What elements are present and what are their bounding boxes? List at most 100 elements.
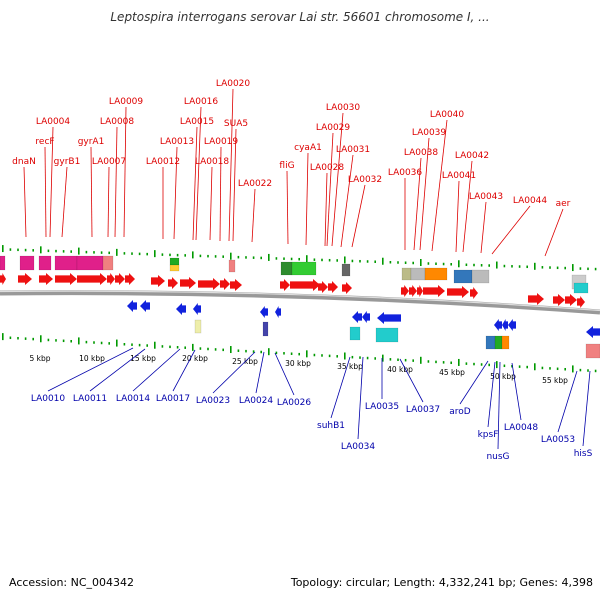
forward-gene-label[interactable]: LA0029 bbox=[316, 123, 351, 133]
forward-gene-label[interactable]: cyaA1 bbox=[294, 143, 322, 153]
reverse-gene-arrow[interactable] bbox=[502, 319, 508, 331]
forward-gene-arrow[interactable] bbox=[0, 273, 6, 285]
forward-gene-label[interactable]: recF bbox=[35, 137, 54, 147]
reverse-gene-arrow[interactable] bbox=[362, 311, 370, 323]
reverse-gene-arrow[interactable] bbox=[140, 300, 150, 312]
forward-gene-label[interactable]: LA0022 bbox=[238, 179, 272, 189]
forward-gene-arrow[interactable] bbox=[318, 281, 328, 293]
forward-gene-arrow[interactable] bbox=[77, 273, 107, 285]
forward-gene-label[interactable]: LA0043 bbox=[469, 192, 503, 202]
reverse-gene-arrow[interactable] bbox=[193, 303, 201, 315]
forward-gene-arrow[interactable] bbox=[107, 273, 115, 285]
forward-gene-arrow[interactable] bbox=[115, 273, 125, 285]
forward-gene-arrow[interactable] bbox=[417, 285, 423, 297]
forward-gene-arrow[interactable] bbox=[328, 281, 338, 293]
reverse-gene-label[interactable]: hisS bbox=[574, 449, 593, 459]
forward-gene-label[interactable]: LA0040 bbox=[430, 110, 465, 120]
reverse-gene-label[interactable]: LA0023 bbox=[196, 396, 230, 406]
forward-gene-arrow[interactable] bbox=[125, 273, 135, 285]
forward-gene-label[interactable]: LA0013 bbox=[160, 137, 194, 147]
forward-gene-arrow[interactable] bbox=[409, 285, 417, 297]
reverse-gene-label[interactable]: suhB1 bbox=[317, 421, 345, 431]
forward-gene-arrow[interactable] bbox=[168, 277, 178, 289]
forward-gene-arrow[interactable] bbox=[342, 282, 352, 294]
forward-gene-arrow[interactable] bbox=[220, 278, 230, 290]
forward-gene-label[interactable]: LA0031 bbox=[336, 145, 370, 155]
forward-gene-arrow[interactable] bbox=[230, 279, 242, 291]
reverse-gene-labels[interactable]: LA0010 LA0011 LA0014 LA0017 LA0023 LA0024 LA00… bbox=[31, 347, 593, 462]
scale-tick bbox=[328, 354, 331, 358]
reverse-gene-label[interactable]: LA0048 bbox=[504, 423, 539, 433]
forward-gene-label[interactable]: gyrA1 bbox=[78, 137, 105, 147]
forward-gene-arrow[interactable] bbox=[198, 278, 220, 290]
forward-gene-label[interactable]: LA0008 bbox=[100, 117, 135, 127]
reverse-gene-arrow[interactable] bbox=[494, 319, 502, 331]
forward-gene-label[interactable]: LA0012 bbox=[146, 157, 180, 167]
forward-gene-arrow[interactable] bbox=[18, 273, 32, 285]
reverse-gene-label[interactable]: LA0034 bbox=[341, 442, 376, 452]
forward-gene-arrow[interactable] bbox=[447, 286, 469, 298]
forward-gene-label[interactable]: fliG bbox=[279, 161, 294, 171]
forward-gene-arrow[interactable] bbox=[553, 294, 565, 306]
forward-gene-label[interactable]: LA0036 bbox=[388, 168, 423, 178]
forward-gene-label[interactable]: aer bbox=[556, 199, 571, 209]
reverse-gene-label[interactable]: LA0053 bbox=[541, 435, 575, 445]
forward-gene-label[interactable]: LA0039 bbox=[412, 128, 447, 138]
forward-gene-arrow[interactable] bbox=[565, 294, 577, 306]
reverse-gene-arrow[interactable] bbox=[508, 319, 516, 331]
feature-box bbox=[102, 255, 114, 271]
reverse-gene-arrow[interactable] bbox=[127, 300, 137, 312]
reverse-gene-label[interactable]: LA0024 bbox=[239, 396, 274, 406]
forward-gene-arrow[interactable] bbox=[401, 285, 409, 297]
forward-gene-label[interactable]: LA0032 bbox=[348, 175, 382, 185]
forward-gene-label[interactable]: LA0044 bbox=[513, 196, 548, 206]
forward-gene-arrow[interactable] bbox=[180, 277, 196, 289]
forward-gene-label[interactable]: LA0007 bbox=[92, 157, 126, 167]
forward-gene-arrow[interactable] bbox=[528, 293, 544, 305]
forward-gene-label[interactable]: LA0015 bbox=[180, 117, 214, 127]
reverse-gene-label[interactable]: LA0014 bbox=[116, 394, 151, 404]
forward-gene-label[interactable]: LA0041 bbox=[442, 171, 476, 181]
reverse-gene-label[interactable]: LA0026 bbox=[277, 398, 312, 408]
scale-label: 20 kbp bbox=[182, 354, 208, 363]
forward-gene-arrow[interactable] bbox=[280, 279, 290, 291]
forward-gene-label[interactable]: LA0004 bbox=[36, 117, 71, 127]
reverse-gene-label[interactable]: LA0017 bbox=[156, 394, 190, 404]
reverse-gene-label[interactable]: LA0035 bbox=[365, 402, 399, 412]
reverse-gene-label[interactable]: nusG bbox=[486, 452, 509, 462]
forward-gene-label[interactable]: SUA5 bbox=[224, 119, 248, 129]
reverse-gene-arrow[interactable] bbox=[586, 326, 600, 338]
scale-tick bbox=[47, 338, 50, 342]
reverse-gene-label[interactable]: LA0037 bbox=[406, 405, 440, 415]
forward-gene-arrow[interactable] bbox=[55, 273, 77, 285]
reverse-gene-label[interactable]: LA0010 bbox=[31, 394, 66, 404]
reverse-gene-arrow[interactable] bbox=[377, 312, 401, 324]
forward-gene-arrow[interactable] bbox=[423, 285, 445, 297]
reverse-gene-arrow[interactable] bbox=[176, 303, 186, 315]
forward-gene-label[interactable]: LA0030 bbox=[326, 103, 361, 113]
forward-gene-label[interactable]: LA0020 bbox=[216, 79, 251, 89]
forward-gene-label[interactable]: LA0042 bbox=[455, 151, 489, 161]
forward-gene-label[interactable]: LA0028 bbox=[310, 163, 345, 173]
forward-gene-arrow[interactable] bbox=[577, 296, 585, 308]
reverse-gene-label[interactable]: aroD bbox=[449, 407, 471, 417]
reverse-gene-label[interactable]: LA0011 bbox=[73, 394, 107, 404]
forward-gene-arrow[interactable] bbox=[151, 275, 165, 287]
reverse-gene-arrow[interactable] bbox=[352, 311, 362, 323]
reverse-gene-arrow[interactable] bbox=[260, 306, 268, 318]
forward-gene-label[interactable]: LA0016 bbox=[184, 97, 219, 107]
forward-gene-arrow[interactable] bbox=[290, 279, 320, 291]
reverse-gene-label[interactable]: kpsF bbox=[478, 430, 499, 440]
forward-gene-label[interactable]: LA0018 bbox=[195, 157, 230, 167]
forward-gene-label[interactable]: gyrB1 bbox=[54, 157, 81, 167]
forward-gene-arrow[interactable] bbox=[39, 273, 53, 285]
forward-gene-arrow[interactable] bbox=[470, 287, 478, 299]
scale-tick bbox=[131, 343, 133, 346]
reverse-gene-arrow[interactable] bbox=[275, 306, 281, 318]
forward-gene-label[interactable]: dnaN bbox=[12, 157, 36, 167]
forward-gene-label[interactable]: LA0009 bbox=[109, 97, 144, 107]
forward-gene-label[interactable]: LA0019 bbox=[204, 137, 239, 147]
forward-gene-label[interactable]: LA0038 bbox=[404, 148, 439, 158]
